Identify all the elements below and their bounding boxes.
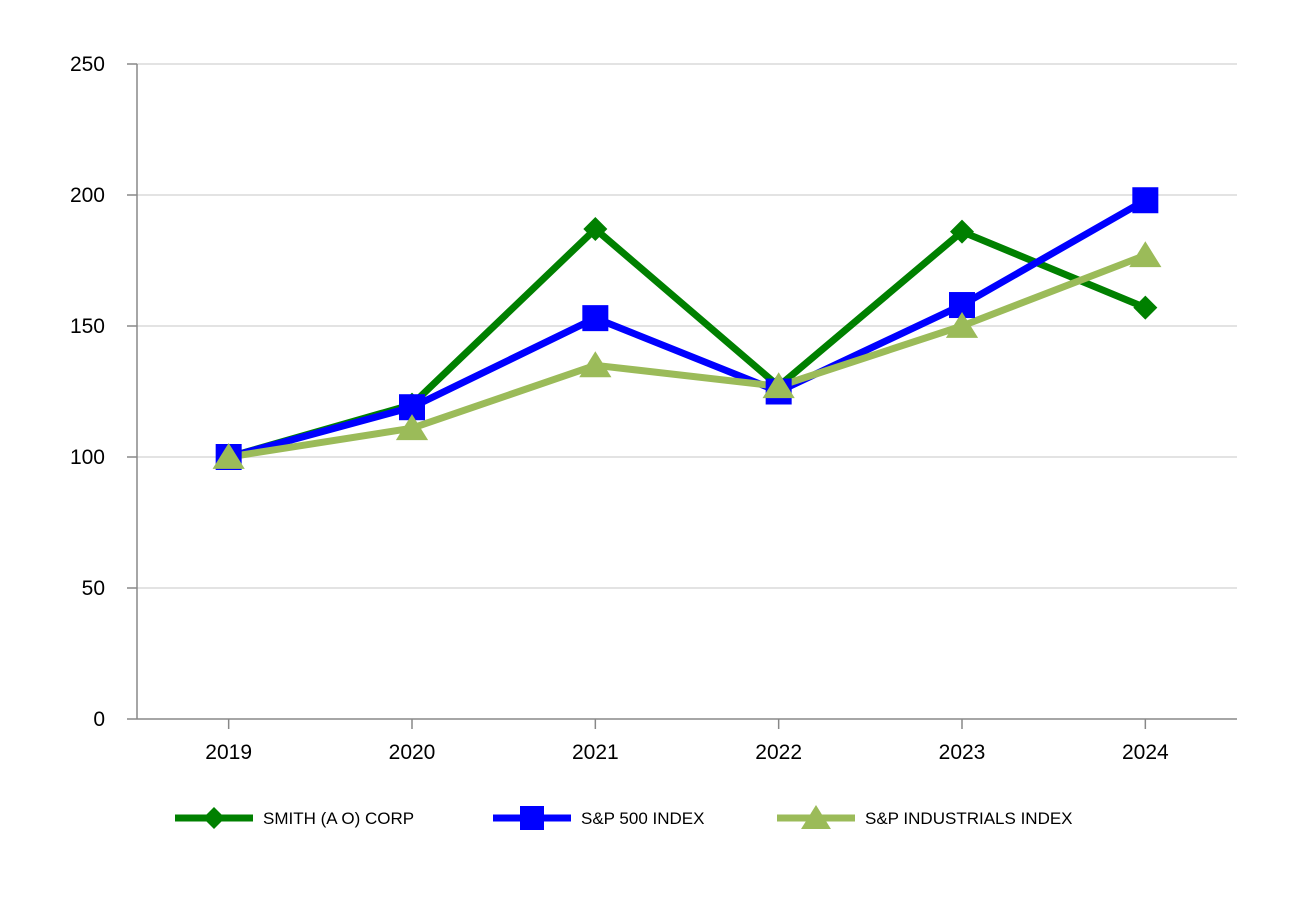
legend-marker-1 (520, 806, 544, 830)
data-point-0-5 (1133, 295, 1158, 320)
data-point-0-4 (950, 219, 974, 244)
x-tick-label: 2020 (389, 741, 436, 764)
x-tick-label: 2023 (939, 741, 986, 764)
series-line-1 (227, 197, 1148, 461)
data-point-2-0 (212, 443, 245, 469)
y-tick-label: 0 (93, 708, 105, 731)
y-tick-label: 200 (70, 184, 105, 207)
y-tick-label: 50 (82, 577, 105, 600)
x-tick-label: 2024 (1122, 741, 1169, 764)
data-point-2-2 (579, 351, 612, 378)
data-point-1-5 (1132, 187, 1159, 214)
data-point-0-2 (583, 217, 608, 242)
data-point-2-1 (395, 414, 429, 441)
legend-marker-0 (203, 807, 225, 829)
series-line-2 (228, 251, 1147, 461)
y-tick-label: 250 (70, 53, 105, 76)
x-tick-label: 2019 (205, 741, 252, 764)
x-tick-label: 2021 (572, 741, 619, 764)
y-tick-label: 150 (70, 315, 105, 338)
y-tick-label: 100 (70, 446, 105, 469)
data-point-2-3 (762, 372, 795, 399)
data-point-2-4 (945, 312, 979, 338)
legend-marker-2 (801, 805, 831, 830)
x-tick-label: 2022 (755, 741, 802, 764)
data-point-1-2 (582, 305, 609, 332)
legend-label: S&P INDUSTRIALS INDEX (865, 809, 1073, 828)
data-point-2-5 (1129, 241, 1162, 268)
legend-label: SMITH (A O) CORP (263, 809, 414, 828)
legend-label: S&P 500 INDEX (581, 809, 704, 828)
